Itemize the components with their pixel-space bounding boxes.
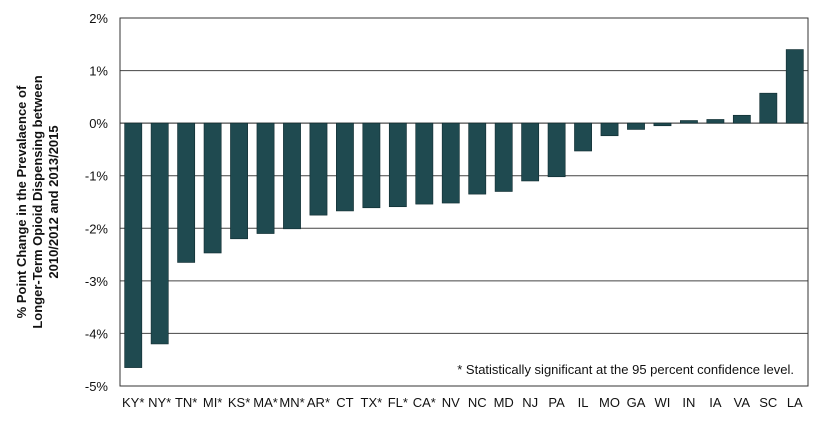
bars [124, 49, 804, 368]
bar [680, 120, 698, 124]
x-tick-label: KY* [122, 395, 144, 410]
x-tick-label: PA [548, 395, 565, 410]
y-axis-label-line: % Point Change in the Prevalaence of [14, 85, 29, 318]
bar [494, 122, 513, 192]
bar [547, 122, 566, 178]
bar [150, 122, 169, 345]
bar [256, 122, 275, 234]
x-tick-label: IN [682, 395, 695, 410]
x-tick-label: TN* [175, 395, 197, 410]
y-tick-labels: 2% 1% 0% -1% -2% -3% -4% -5% [85, 11, 109, 394]
x-tick-label: TX* [361, 395, 383, 410]
x-tick-label: MD [494, 395, 514, 410]
bar [283, 122, 301, 230]
bar [521, 122, 540, 182]
bar [732, 114, 751, 124]
x-tick-label: NJ [522, 395, 538, 410]
x-tick-label: FL* [388, 395, 408, 410]
bar [336, 122, 354, 212]
x-tick-label: WI [655, 395, 671, 410]
y-axis-label: % Point Change in the Prevalaence of Long… [14, 75, 61, 328]
y-tick-label: 0% [89, 116, 108, 131]
gridlines [120, 70, 808, 334]
bar [177, 122, 196, 263]
x-tick-label: MI* [203, 395, 223, 410]
y-tick-label: -2% [85, 221, 109, 236]
bar [388, 122, 407, 208]
x-tick-labels: KY* NY* TN* MI* KS* MA* MN* AR* CT TX* FL* CA* NV NC M… [122, 395, 803, 410]
bar [627, 122, 645, 130]
x-tick-label: NV [442, 395, 460, 410]
bar [706, 119, 725, 124]
y-tick-label: 2% [89, 11, 108, 26]
bar [574, 122, 592, 152]
y-tick-label: -1% [85, 169, 109, 184]
x-tick-label: MN* [279, 395, 304, 410]
y-tick-label: -4% [85, 326, 109, 341]
bar [415, 122, 434, 205]
x-tick-label: GA [627, 395, 646, 410]
x-tick-label: NC [468, 395, 487, 410]
bar [362, 122, 381, 209]
x-tick-label: MO [599, 395, 620, 410]
bar [230, 122, 248, 240]
y-tick-label: -5% [85, 379, 109, 394]
y-axis-label-line: 2010/2012 and 2013/2015 [46, 125, 61, 278]
bar [759, 92, 778, 124]
x-tick-label: SC [759, 395, 777, 410]
bar [468, 122, 487, 195]
bar [124, 122, 143, 368]
bar [600, 122, 619, 137]
bar [203, 122, 222, 254]
x-tick-label: VA [734, 395, 751, 410]
x-tick-label: IL [578, 395, 589, 410]
x-tick-label: CA* [413, 395, 436, 410]
bar [653, 122, 672, 127]
x-tick-label: NY* [148, 395, 171, 410]
bar [785, 49, 804, 124]
y-tick-label: 1% [89, 64, 108, 79]
x-tick-label: KS* [228, 395, 250, 410]
x-tick-label: LA [787, 395, 803, 410]
x-tick-label: MA* [253, 395, 278, 410]
bar [441, 122, 460, 204]
x-tick-label: IA [709, 395, 722, 410]
significance-note: * Statistically significant at the 95 pe… [457, 362, 794, 377]
bar [309, 122, 328, 216]
plot-frame [119, 17, 809, 387]
y-tick-label: -3% [85, 274, 109, 289]
x-tick-label: AR* [307, 395, 330, 410]
y-axis-label-line: Longer-Term Opioid Dispensing between [30, 75, 45, 328]
x-tick-label: CT [336, 395, 353, 410]
